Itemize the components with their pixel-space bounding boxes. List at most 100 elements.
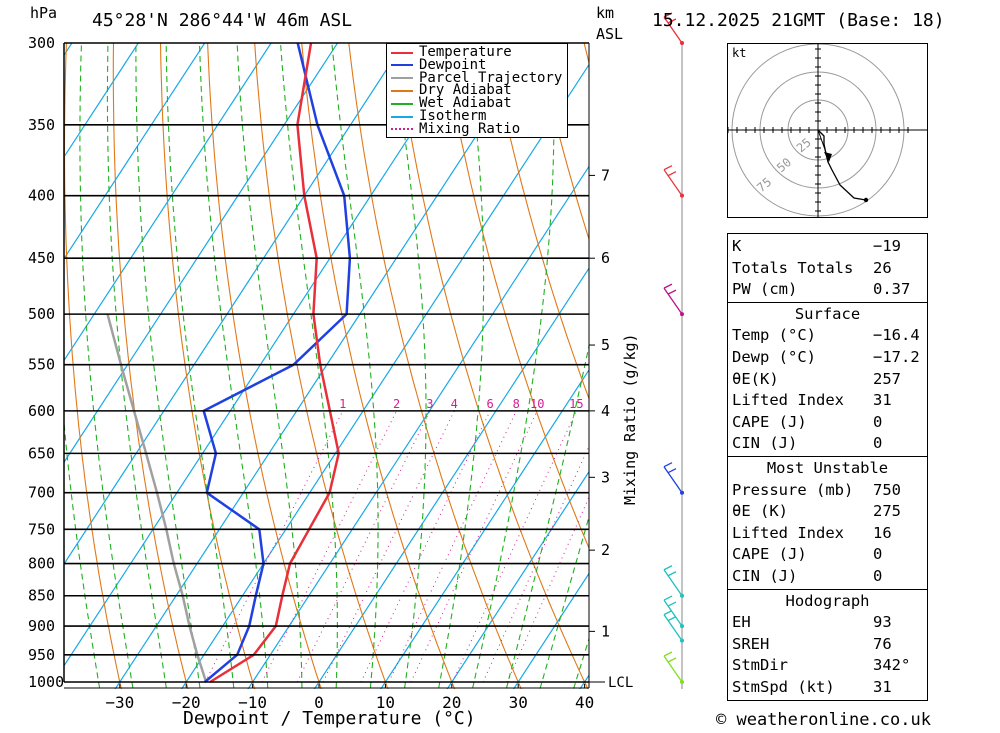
wind-barb bbox=[663, 565, 684, 598]
pressure-tick-label: 300 bbox=[28, 34, 55, 52]
index-label: Totals Totals bbox=[732, 258, 854, 277]
mixing-ratio-line bbox=[482, 444, 589, 683]
x-tick-label: 30 bbox=[509, 693, 528, 712]
section-divider bbox=[728, 588, 927, 590]
index-value: 0 bbox=[873, 434, 883, 453]
index-label: θE(K) bbox=[732, 369, 779, 388]
index-label: CIN (J) bbox=[732, 567, 798, 585]
isotherm-line bbox=[64, 43, 339, 464]
index-row: Pressure (mb) 750 bbox=[728, 480, 927, 502]
index-label: SREH bbox=[732, 634, 770, 653]
mixing-ratio-line bbox=[360, 410, 491, 683]
legend-swatch bbox=[391, 115, 413, 118]
wind-barb bbox=[663, 165, 684, 198]
legend-swatch bbox=[391, 51, 413, 54]
pressure-tick-label: 950 bbox=[28, 646, 55, 664]
index-label: StmDir bbox=[732, 656, 788, 675]
km-tick-label: 3 bbox=[601, 468, 610, 486]
index-row: PW (cm) 0.37 bbox=[728, 279, 927, 301]
hodograph-ring-label: 50 bbox=[774, 155, 794, 175]
index-label: EH bbox=[732, 613, 751, 632]
legend-label: Wet Adiabat bbox=[419, 95, 512, 112]
index-label: CAPE (J) bbox=[732, 412, 807, 431]
wet-adiabat-line bbox=[64, 416, 101, 689]
mixing-ratio-line bbox=[261, 410, 398, 683]
legend-item: Wet Adiabat bbox=[391, 95, 512, 112]
pressure-tick-label: 500 bbox=[28, 305, 55, 323]
pressure-tick-label: 650 bbox=[28, 444, 55, 462]
legend-swatch bbox=[391, 77, 413, 80]
pressure-tick-label: 1000 bbox=[28, 673, 64, 691]
x-axis-title: Dewpoint / Temperature (°C) bbox=[183, 708, 476, 729]
x-tick-label: 20 bbox=[442, 693, 461, 712]
index-value: 750 bbox=[873, 480, 901, 499]
isotherm-line bbox=[64, 43, 206, 260]
km-tick-label: 7 bbox=[601, 166, 610, 184]
wind-barb bbox=[663, 462, 684, 495]
index-row: θE (K) 275 bbox=[728, 501, 927, 523]
legend: Temperature Dewpoint Parcel Trajectory Dry … bbox=[386, 43, 568, 138]
wet-adiabat-line bbox=[79, 43, 134, 689]
index-value: 257 bbox=[873, 369, 901, 388]
hodograph-endpoint bbox=[863, 197, 869, 203]
location-title: 45°28'N 286°44'W 46m ASL bbox=[92, 10, 353, 31]
isotherm-line bbox=[180, 63, 589, 689]
storm-motion-arrow bbox=[824, 152, 832, 162]
dry-adiabat-line bbox=[965, 0, 1000, 708]
pressure-tick-label: 700 bbox=[28, 484, 55, 502]
km-tick-label: 2 bbox=[601, 541, 610, 559]
index-row: EH 93 bbox=[728, 612, 927, 634]
index-label: PW (cm) bbox=[732, 280, 798, 299]
index-value: 275 bbox=[873, 502, 901, 521]
isotherm-line bbox=[512, 572, 589, 689]
dry-adiabat-line bbox=[207, 43, 322, 689]
index-value: 31 bbox=[873, 391, 892, 410]
legend-label: Dry Adiabat bbox=[419, 82, 512, 99]
index-value: 76 bbox=[873, 634, 892, 653]
mixing-ratio-label: 4 bbox=[451, 397, 458, 411]
index-value: 342° bbox=[873, 656, 911, 675]
wet-adiabat-line bbox=[106, 43, 168, 689]
mixing-ratio-label: 2 bbox=[393, 397, 400, 411]
pressure-tick-label: 350 bbox=[28, 116, 55, 134]
wind-barb bbox=[663, 651, 684, 684]
wet-adiabat-line bbox=[198, 43, 269, 689]
legend-item: Mixing Ratio bbox=[391, 120, 521, 137]
index-label: θE (K) bbox=[732, 502, 788, 521]
mixing-ratio-line bbox=[296, 410, 431, 683]
index-label: CAPE (J) bbox=[732, 545, 807, 564]
x-tick-label: −30 bbox=[105, 693, 134, 712]
hpa-axis-label: hPa bbox=[30, 4, 58, 22]
legend-label: Parcel Trajectory bbox=[419, 69, 563, 86]
isotherm-line bbox=[446, 470, 589, 689]
dry-adiabat-line bbox=[920, 0, 1000, 708]
dry-adiabat-line bbox=[159, 43, 256, 689]
mixing-ratio-line bbox=[452, 410, 577, 683]
index-row: Temp (°C) −16.4 bbox=[728, 325, 927, 347]
isotherm-line bbox=[247, 165, 589, 689]
index-row: StmSpd (kt) 31 bbox=[728, 677, 927, 699]
pressure-tick-label: 600 bbox=[28, 402, 55, 420]
km-axis-label: km bbox=[596, 4, 615, 22]
x-tick-label: 0 bbox=[314, 693, 324, 712]
isotherm-line bbox=[64, 43, 140, 159]
index-label: StmSpd (kt) bbox=[732, 678, 835, 696]
pressure-tick-label: 800 bbox=[28, 555, 55, 573]
isotherm-line bbox=[64, 43, 272, 362]
index-row: CAPE (J) 0 bbox=[728, 412, 927, 434]
legend-label: Dewpoint bbox=[419, 56, 487, 73]
section-title: Hodograph bbox=[785, 591, 870, 610]
index-row: Lifted Index 16 bbox=[728, 523, 927, 545]
hodograph-ring-label: 25 bbox=[794, 135, 814, 155]
wind-barb bbox=[663, 595, 684, 629]
isotherm-line bbox=[64, 43, 405, 566]
mixing-ratio-label: 15 bbox=[569, 397, 583, 411]
x-tick-label: 40 bbox=[575, 693, 594, 712]
wet-adiabat-line bbox=[437, 43, 485, 689]
legend-item: Dry Adiabat bbox=[391, 82, 512, 99]
index-row: Totals Totals 26 bbox=[728, 258, 927, 280]
legend-label: Mixing Ratio bbox=[419, 120, 521, 137]
wind-barb bbox=[663, 283, 684, 317]
index-value: 31 bbox=[873, 678, 892, 696]
